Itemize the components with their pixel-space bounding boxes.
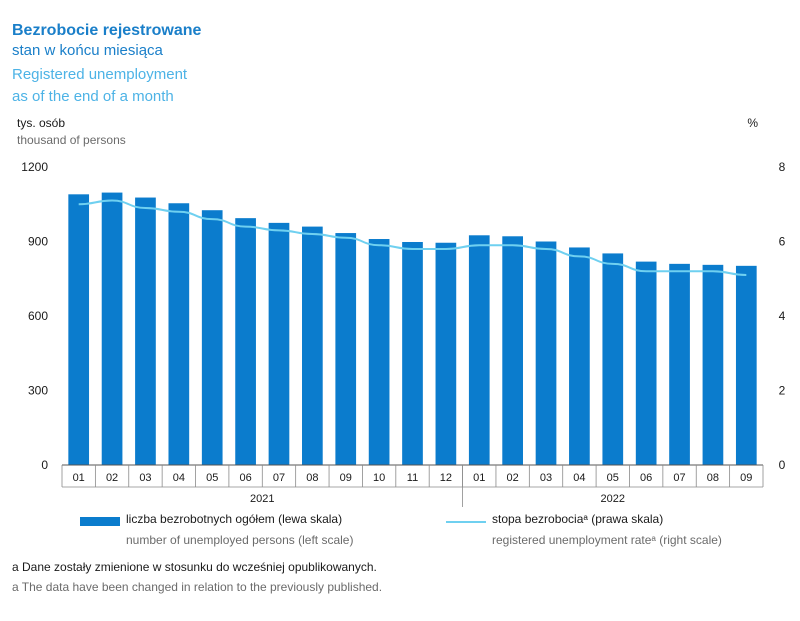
x-tick-label: 06 xyxy=(640,472,652,484)
chart-title-pl: Bezrobocie rejestrowane xyxy=(12,22,202,39)
x-tick-label: 05 xyxy=(607,472,619,484)
x-tick-label: 01 xyxy=(73,472,85,484)
x-tick-label: 07 xyxy=(673,472,685,484)
x-tick-label: 08 xyxy=(707,472,719,484)
right-tick-label: 0 xyxy=(779,458,786,472)
x-tick-label: 10 xyxy=(373,472,385,484)
right-tick-label: 4 xyxy=(779,309,786,323)
bar xyxy=(402,241,423,465)
chart-subtitle-pl: stan w końcu miesiąca xyxy=(12,42,163,59)
bar xyxy=(68,194,90,466)
right-axis-unit: % xyxy=(747,116,758,130)
bar xyxy=(435,242,457,465)
x-tick-label: 11 xyxy=(407,472,418,484)
bar xyxy=(602,253,624,465)
rate-line xyxy=(78,199,747,277)
x-tick-label: 08 xyxy=(306,472,318,484)
bar xyxy=(702,264,724,465)
bar xyxy=(669,263,690,465)
x-tick-label: 02 xyxy=(106,472,118,484)
year-label: 2021 xyxy=(250,493,274,505)
left-tick-label: 1200 xyxy=(21,160,48,174)
x-tick-label: 03 xyxy=(139,472,151,484)
left-axis-unit-en: thousand of persons xyxy=(17,133,126,147)
bar xyxy=(502,236,523,465)
x-tick-label: 05 xyxy=(206,472,218,484)
legend-line-swatch xyxy=(446,521,486,523)
bar xyxy=(535,241,557,465)
bar xyxy=(468,235,490,465)
x-tick-label: 09 xyxy=(340,472,352,484)
bar xyxy=(569,247,590,465)
bar xyxy=(168,203,190,466)
year-label: 2022 xyxy=(601,493,625,505)
bar xyxy=(201,210,223,465)
right-tick-label: 6 xyxy=(779,235,786,249)
x-tick-label: 07 xyxy=(273,472,285,484)
bar xyxy=(735,265,757,465)
x-tick-label: 02 xyxy=(507,472,519,484)
right-tick-label: 2 xyxy=(779,384,786,398)
x-tick-label: 09 xyxy=(740,472,752,484)
chart-subtitle-en: as of the end of a month xyxy=(12,88,174,105)
legend-bars-label-en: number of unemployed persons (left scale… xyxy=(126,533,354,547)
bar xyxy=(335,233,357,465)
legend-bars-label-pl: liczba bezrobotnych ogółem (lewa skala) xyxy=(126,512,343,526)
footnote-en: a The data have been changed in relation… xyxy=(12,580,383,594)
bar xyxy=(235,218,256,465)
bar xyxy=(635,261,657,465)
bar xyxy=(302,226,323,465)
left-tick-label: 0 xyxy=(41,458,48,472)
chart-title-en: Registered unemployment xyxy=(12,66,188,83)
bar xyxy=(268,222,290,465)
legend-line-label-pl: stopa bezrobociaᵃ (prawa skala) xyxy=(492,512,664,526)
x-tick-label: 04 xyxy=(573,472,585,484)
x-tick-label: 12 xyxy=(440,472,452,484)
x-tick-label: 01 xyxy=(473,472,485,484)
footnote-pl: a Dane zostały zmienione w stosunku do w… xyxy=(12,560,377,574)
left-tick-label: 300 xyxy=(28,384,48,398)
legend-line-label-en: registered unemployment rateᵃ (right sca… xyxy=(492,533,722,547)
x-tick-label: 03 xyxy=(540,472,552,484)
bar xyxy=(368,239,390,465)
left-axis-unit-pl: tys. osób xyxy=(17,116,66,130)
left-tick-label: 600 xyxy=(28,309,48,323)
x-tick-label: 06 xyxy=(239,472,251,484)
x-tick-label: 04 xyxy=(173,472,185,484)
bar xyxy=(101,192,123,465)
right-tick-label: 8 xyxy=(779,160,786,174)
legend-bar-swatch xyxy=(80,517,120,526)
left-tick-label: 900 xyxy=(28,235,48,249)
bar xyxy=(135,197,156,466)
